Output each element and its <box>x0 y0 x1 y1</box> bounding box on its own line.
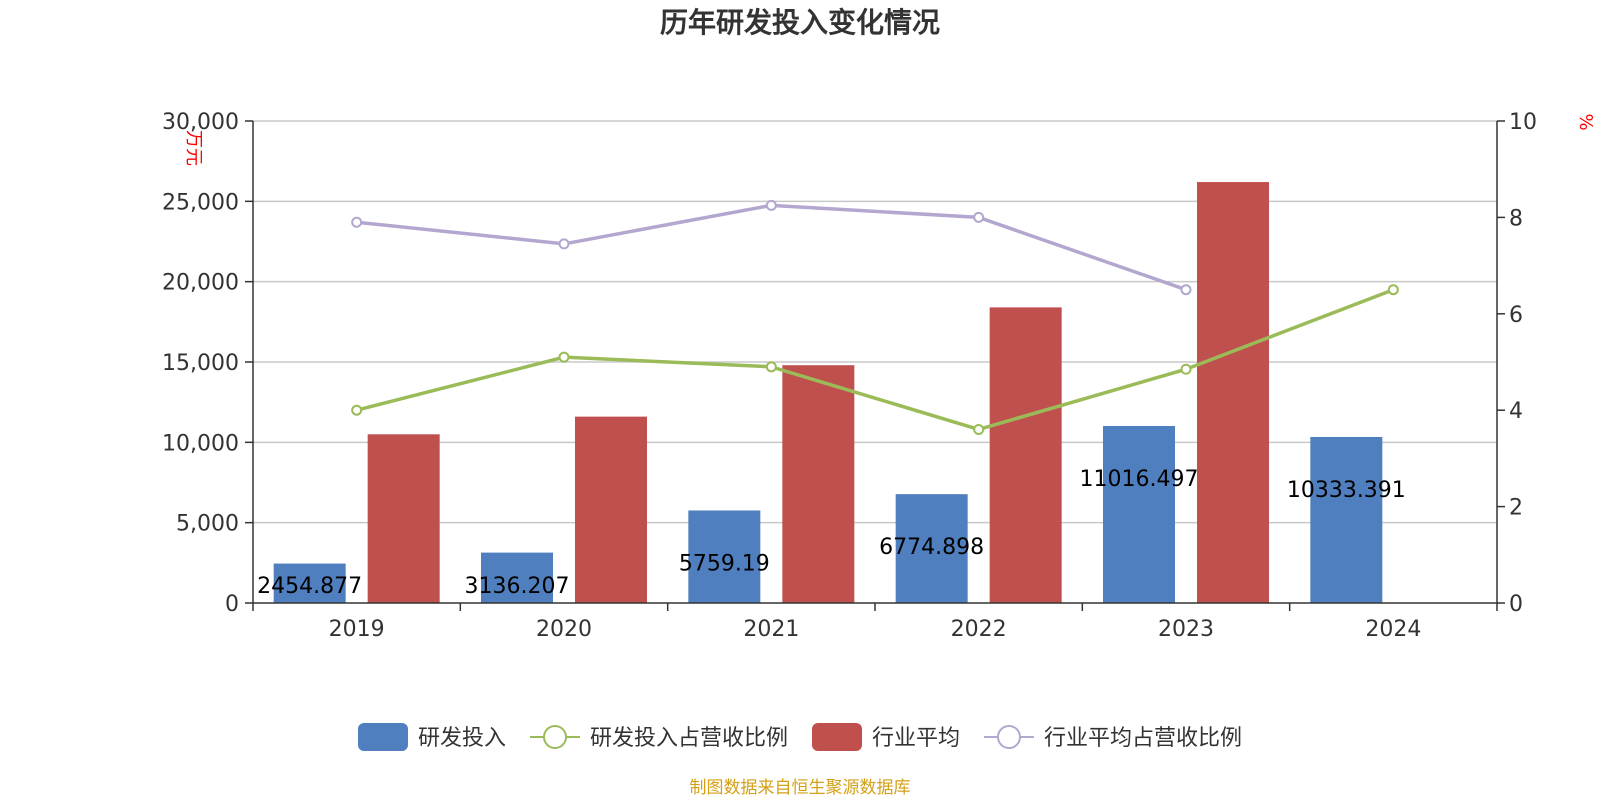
legend-item[interactable]: 研发投入 <box>358 723 506 751</box>
right-axis-tick-label: 4 <box>1509 399 1523 424</box>
grid <box>253 120 1497 524</box>
data-source: 制图数据来自恒生聚源数据库 <box>690 778 911 798</box>
series-point <box>973 211 985 223</box>
legend-item[interactable]: 行业平均占营收比例 <box>984 725 1242 751</box>
series-line <box>356 203 1187 292</box>
bar-value-label: 11016.497 <box>1080 467 1199 492</box>
bar-value-label: 3136.207 <box>465 574 570 599</box>
bar-value-label: 2454.877 <box>257 574 362 599</box>
bar <box>273 563 346 603</box>
bar <box>782 365 855 603</box>
legend-label: 行业平均 <box>872 726 960 751</box>
bar-value-label: 10333.391 <box>1287 478 1406 503</box>
axes: 0 5,000 10,000 15,000 20,000 25,000 30,000 0 2 4 6… <box>162 110 1537 642</box>
chart-title: 历年研发投入变化情况 <box>660 6 940 39</box>
left-axis-tick-label: 30,000 <box>162 110 239 135</box>
x-axis-tick-label: 2024 <box>1365 617 1421 642</box>
left-axis-tick-label: 25,000 <box>162 190 239 215</box>
bar <box>481 552 553 603</box>
legend-marker-bar <box>812 723 862 751</box>
bars <box>273 182 1383 603</box>
legend-marker-point <box>543 725 567 749</box>
x-axis-tick-label: 2022 <box>951 617 1007 642</box>
left-axis-tick-label: 15,000 <box>162 351 239 376</box>
legend-marker-point <box>997 725 1021 749</box>
legend-item[interactable]: 行业平均 <box>812 723 960 751</box>
bar <box>1103 426 1175 603</box>
x-axis-tick-label: 2019 <box>329 617 385 642</box>
legend-label: 研发投入占营收比例 <box>590 726 788 751</box>
series-point <box>558 238 570 250</box>
series-point <box>558 351 570 363</box>
bar <box>367 434 440 603</box>
x-axis-tick-label: 2023 <box>1158 617 1214 642</box>
left-axis-tick-label: 5,000 <box>176 512 239 537</box>
bar <box>895 494 968 603</box>
series-point <box>765 199 777 211</box>
series-point <box>1180 284 1192 296</box>
bar <box>1197 182 1269 603</box>
left-axis-tick-label: 0 <box>225 592 239 617</box>
legend-label: 研发投入 <box>418 726 506 751</box>
bar-value-label: 6774.898 <box>879 535 984 560</box>
left-axis-tick-label: 20,000 <box>162 271 239 296</box>
right-axis-tick-label: 6 <box>1509 303 1523 328</box>
series-point <box>1180 363 1192 375</box>
right-axis-tick-label: 8 <box>1509 206 1523 231</box>
right-axis-tick-label: 2 <box>1509 496 1523 521</box>
legend-item[interactable]: 研发投入占营收比例 <box>530 725 788 751</box>
x-axis-tick-label: 2020 <box>536 617 592 642</box>
lines <box>351 199 1399 435</box>
legend[interactable]: 研发投入 研发投入占营收比例 行业平均 行业平均占营收比例 <box>358 723 1242 751</box>
series-point <box>351 404 363 416</box>
series-point <box>351 216 363 228</box>
series-point <box>1387 284 1399 296</box>
left-axis-tick-label: 10,000 <box>162 431 239 456</box>
bar <box>575 416 647 603</box>
x-axis-tick-label: 2021 <box>743 617 799 642</box>
legend-marker-bar <box>358 723 408 751</box>
series-point <box>973 423 985 435</box>
data-labels: 2454.877 3136.207 5759.19 6774.898 11016.497… <box>257 467 1406 599</box>
right-axis-tick-label: 10 <box>1509 110 1537 135</box>
series-point <box>765 361 777 373</box>
left-axis-unit: 万元 <box>183 130 204 166</box>
bar-value-label: 5759.19 <box>679 551 770 576</box>
bar <box>989 307 1062 603</box>
right-axis-unit: % <box>1575 113 1596 130</box>
right-axis-tick-label: 0 <box>1509 592 1523 617</box>
legend-label: 行业平均占营收比例 <box>1044 726 1242 751</box>
bar <box>1310 436 1383 603</box>
bar <box>688 510 761 603</box>
series-line <box>356 288 1394 432</box>
